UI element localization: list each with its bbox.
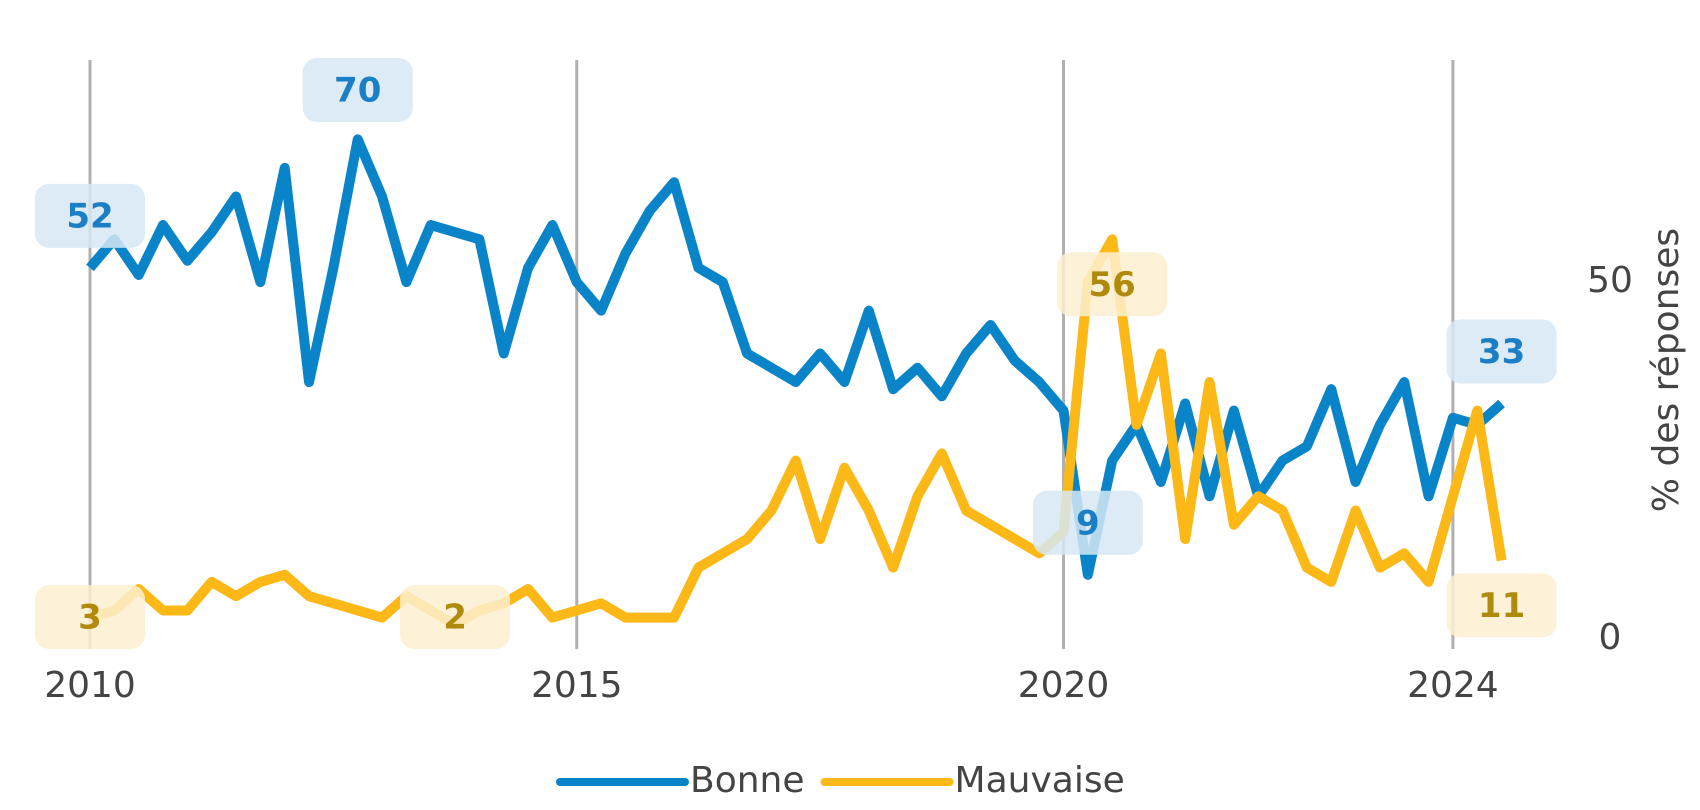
data-label-text: 3	[78, 598, 102, 638]
data-label-text: 33	[1478, 332, 1525, 372]
x-tick-label: 2010	[44, 665, 136, 706]
data-label: 70	[302, 58, 413, 122]
y-tick-label: 50	[1587, 260, 1633, 301]
line-0	[86, 134, 1505, 580]
data-label-text: 56	[1089, 265, 1136, 305]
data-label: 9	[1032, 490, 1143, 555]
data-label-text: 70	[334, 71, 381, 111]
data-label-text: 9	[1076, 503, 1100, 543]
data-label-text: 2	[443, 598, 467, 638]
data-label-box	[1446, 319, 1557, 384]
data-label: 11	[1446, 573, 1557, 638]
line-1	[88, 234, 1507, 630]
data-label: 3	[35, 585, 145, 649]
legend-label: Bonne	[690, 760, 805, 801]
data-label-box	[1032, 490, 1143, 555]
data-label: 56	[1057, 252, 1168, 317]
legend-label: Mauvaise	[955, 760, 1125, 801]
data-label-box	[35, 585, 145, 649]
data-label-box	[1057, 252, 1168, 317]
data-label: 33	[1446, 319, 1557, 384]
data-label-text: 52	[66, 196, 113, 236]
data-label-box	[1446, 573, 1557, 638]
data-label: 2	[400, 585, 511, 649]
data-label-box	[400, 585, 511, 649]
data-label-box	[35, 183, 145, 248]
x-tick-label: 2015	[531, 665, 623, 706]
x-tick-label: 2020	[1018, 665, 1110, 706]
data-label: 52	[35, 183, 145, 248]
y-tick-label: 0	[1599, 617, 1622, 658]
data-label-text: 11	[1478, 586, 1525, 626]
y-axis-label: % des réponses	[1646, 228, 1687, 512]
data-label-box	[302, 58, 413, 122]
x-tick-label: 2024	[1407, 665, 1499, 706]
